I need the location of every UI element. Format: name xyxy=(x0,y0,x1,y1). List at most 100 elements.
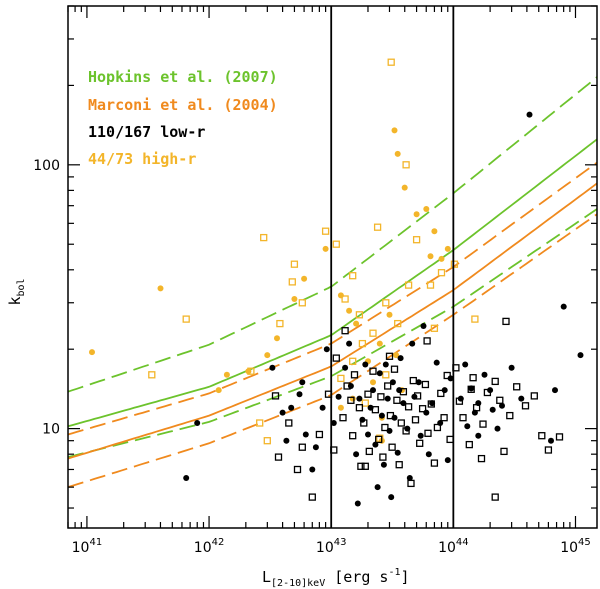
point-low_r_filled xyxy=(183,475,190,481)
point-high_r_open xyxy=(430,324,439,332)
curve-1 xyxy=(67,76,598,393)
point-high_r_open xyxy=(263,437,271,445)
point-high_r_open xyxy=(290,260,299,268)
point-high_r_open xyxy=(182,315,190,323)
point-low_r_filled xyxy=(404,425,411,432)
point-high_r_filled xyxy=(394,150,401,157)
point-high_r_open xyxy=(332,240,340,248)
point-low_r_open xyxy=(347,396,355,404)
x-tick-label-2: 1043 xyxy=(316,537,347,556)
point-low_r_open xyxy=(397,419,405,427)
point-high_r_filled xyxy=(274,335,280,342)
point-low_r_filled xyxy=(354,500,361,507)
point-low_r_filled xyxy=(319,404,326,411)
point-high_r_open xyxy=(387,58,395,66)
point-low_r_filled xyxy=(374,484,381,491)
point-low_r_filled xyxy=(577,352,584,359)
point-low_r_filled xyxy=(380,461,387,468)
point-low_r_open xyxy=(430,459,439,467)
point-low_r_open xyxy=(315,430,324,439)
point-low_r_open xyxy=(424,429,432,437)
point-high_r_filled xyxy=(346,307,353,314)
point-high_r_filled xyxy=(393,352,400,359)
curve-2 xyxy=(67,208,598,458)
point-low_r_filled xyxy=(415,379,422,386)
point-low_r_open xyxy=(384,382,392,390)
point-low_r_filled xyxy=(508,364,515,371)
x-tick-label-1: 1042 xyxy=(194,537,225,556)
point-low_r_filled xyxy=(475,400,482,407)
point-high_r_filled xyxy=(431,228,438,235)
point-high_r_open xyxy=(471,315,479,323)
point-low_r_filled xyxy=(299,379,306,386)
point-low_r_filled xyxy=(365,431,371,438)
point-low_r_open xyxy=(357,462,365,470)
point-low_r_open xyxy=(361,462,369,470)
point-low_r_filled xyxy=(370,387,376,394)
point-low_r_filled xyxy=(279,409,286,416)
point-high_r_filled xyxy=(301,275,308,282)
point-high_r_open xyxy=(412,236,421,244)
point-low_r_filled xyxy=(384,395,391,402)
point-low_r_filled xyxy=(330,420,337,426)
point-low_r_filled xyxy=(548,437,554,444)
point-high_r_open xyxy=(298,299,306,307)
tick-labels: 1041 1042 1043 1044 1045 10 100 xyxy=(33,158,591,556)
point-low_r_filled xyxy=(417,432,424,439)
y-tick-label-0: 10 xyxy=(42,422,60,438)
point-high_r_filled xyxy=(438,255,445,262)
point-low_r_open xyxy=(350,371,359,379)
point-low_r_open xyxy=(477,454,486,463)
point-high_r_open xyxy=(355,311,364,319)
point-low_r_filled xyxy=(302,431,309,438)
point-low_r_filled xyxy=(376,370,383,377)
point-low_r_filled xyxy=(323,346,330,353)
point-low_r_open xyxy=(381,423,389,432)
point-low_r_open xyxy=(411,416,420,424)
point-low_r_open xyxy=(555,433,564,441)
point-high_r_open xyxy=(349,272,357,280)
point-low_r_filled xyxy=(362,361,369,368)
point-low_r_filled xyxy=(411,393,418,400)
point-low_r_open xyxy=(395,461,403,469)
point-low_r_open xyxy=(379,453,387,461)
point-low_r_filled xyxy=(420,323,427,329)
point-low_r_open xyxy=(491,493,499,501)
point-low_r_filled xyxy=(552,387,558,394)
point-low_r_filled xyxy=(382,361,389,368)
point-low_r_open xyxy=(308,493,316,501)
points-layer xyxy=(89,58,584,507)
point-low_r_open xyxy=(339,414,347,422)
point-low_r_filled xyxy=(394,449,401,456)
point-low_r_filled xyxy=(464,423,471,430)
curve-5 xyxy=(67,213,598,488)
point-high_r_open xyxy=(260,233,268,242)
point-low_r_open xyxy=(423,337,431,345)
point-high_r_open xyxy=(321,227,330,235)
point-low_r_open xyxy=(390,365,399,373)
point-low_r_open xyxy=(385,352,394,360)
point-low_r_open xyxy=(416,439,424,447)
point-low_r_open xyxy=(293,465,302,474)
point-low_r_filled xyxy=(389,379,396,386)
x-tick-label-4: 1045 xyxy=(560,537,591,556)
point-low_r_open xyxy=(355,404,364,412)
point-low_r_filled xyxy=(283,437,290,444)
point-low_r_filled xyxy=(400,400,407,407)
point-low_r_filled xyxy=(423,409,430,416)
point-high_r_filled xyxy=(401,184,408,191)
point-low_r_filled xyxy=(386,427,393,434)
point-low_r_filled xyxy=(433,359,440,366)
point-high_r_filled xyxy=(264,352,271,359)
point-low_r_filled xyxy=(499,402,505,409)
point-high_r_open xyxy=(341,295,349,303)
point-low_r_open xyxy=(437,389,445,398)
point-low_r_filled xyxy=(347,383,354,389)
point-low_r_open xyxy=(506,411,514,420)
point-high_r_open xyxy=(382,299,390,307)
point-high_r_open xyxy=(369,329,377,337)
point-low_r_open xyxy=(274,453,283,461)
point-low_r_filled xyxy=(397,355,404,362)
point-high_r_filled xyxy=(89,349,95,356)
